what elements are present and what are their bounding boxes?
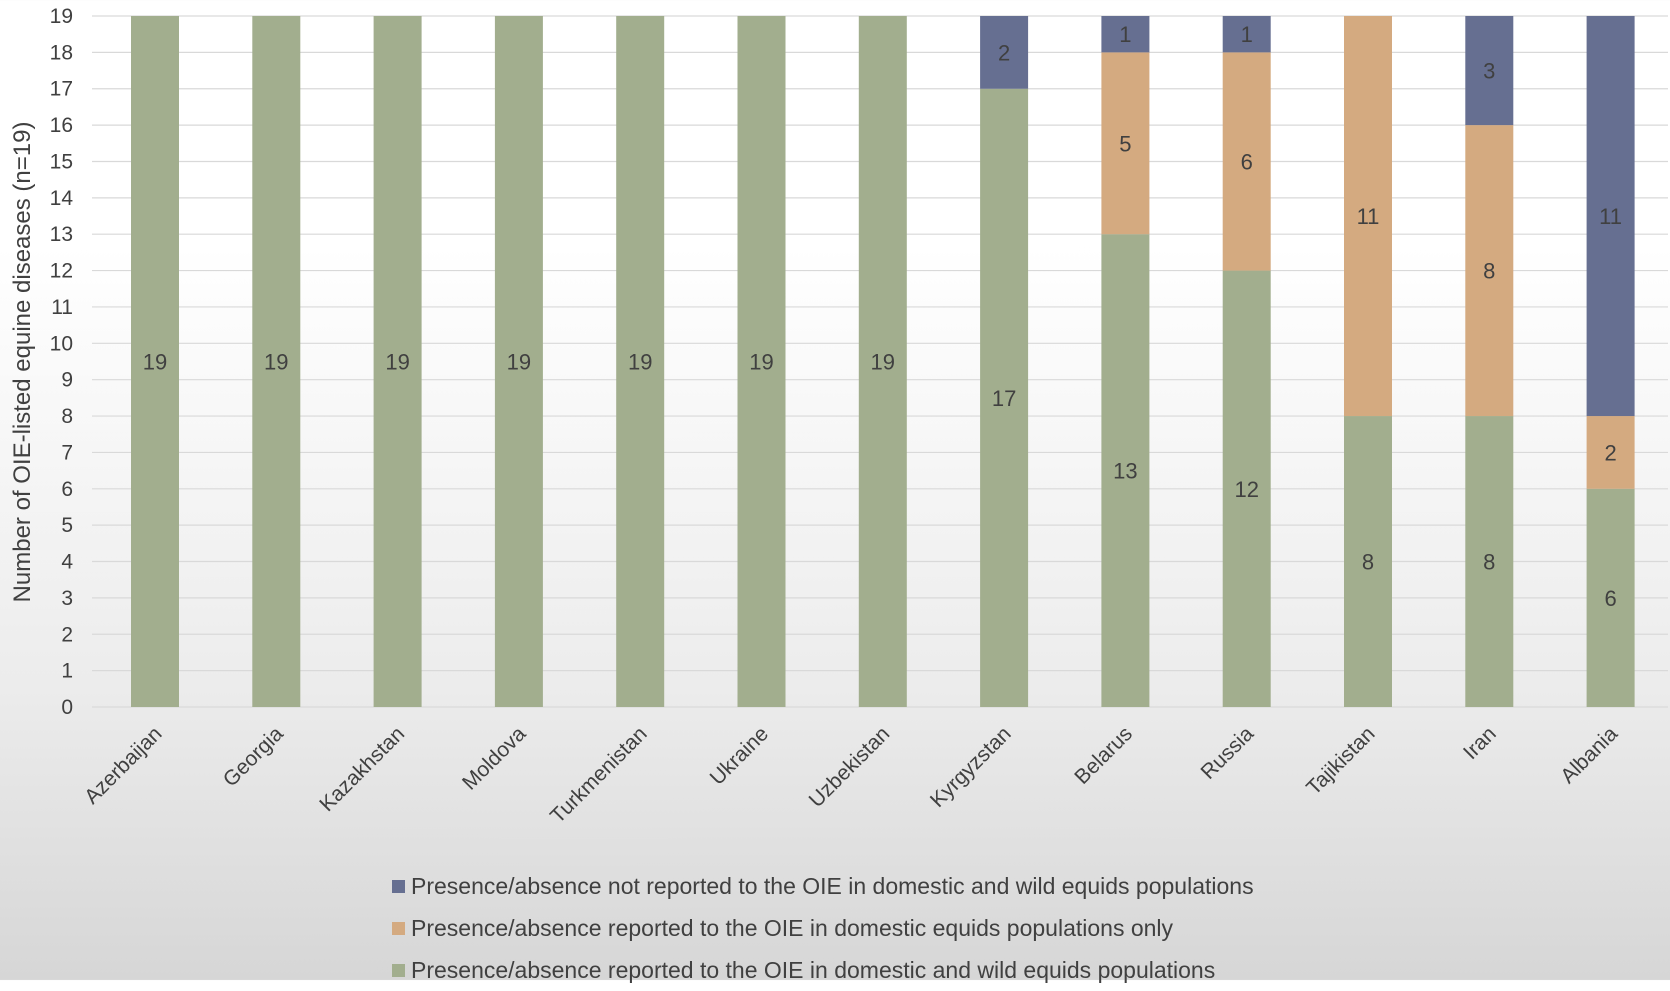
legend-item: Presence/absence reported to the OIE in … [392,907,1254,949]
y-tick-label: 15 [50,150,73,173]
data-label: 3 [1483,59,1495,84]
y-tick-label: 0 [61,696,73,719]
data-label: 1 [1119,22,1131,47]
x-axis-ticks: Azerbaijan Georgia Kazakhstan Moldova Turkme… [80,722,1622,828]
legend-label: Presence/absence not reported to the OIE… [411,872,1254,899]
x-tick-label: Tajikistan [1302,722,1379,799]
bar-segment [1586,16,1635,417]
bar-segment [252,16,301,707]
data-label: 12 [1234,477,1258,502]
data-label: 5 [1119,131,1131,156]
data-label: 19 [507,350,531,375]
data-label: 2 [998,40,1010,65]
data-label: 8 [1483,550,1495,575]
legend-label: Presence/absence reported to the OIE in … [411,914,1174,941]
y-tick-label: 19 [50,5,73,28]
y-tick-label: 1 [61,660,73,683]
legend-label: Presence/absence reported to the OIE in … [411,956,1216,983]
bar-segment [1222,52,1271,271]
legend-item: Presence/absence not reported to the OIE… [392,865,1254,907]
bar-segment [131,16,179,707]
y-axis-label: Number of OIE-listed equine diseases (n=… [9,122,36,603]
x-tick-label: Uzbekistan [805,722,895,812]
bar-segment [1101,52,1150,235]
legend-swatch [392,921,405,935]
y-tick-label: 10 [50,332,73,355]
bar-segment [1101,234,1150,708]
y-tick-label: 3 [61,587,73,610]
bar-segment [1586,488,1635,707]
x-tick-label: Kyrgyzstan [926,722,1016,812]
data-label: 19 [871,350,895,375]
bar-segment [1586,416,1635,489]
y-tick-label: 13 [50,223,73,246]
data-label: 19 [749,350,773,375]
data-labels: 19 19 19 19 19 19 19 17 2 13 5 1 12 6 1 8 11 8 8 3 6 2 11 [143,22,1622,611]
data-label: 2 [1604,440,1616,465]
x-tick-label: Albania [1556,722,1622,788]
x-tick-label: Moldova [458,722,531,795]
x-tick-label: Russia [1197,722,1259,784]
y-tick-label: 5 [61,514,73,537]
data-label: 19 [385,350,409,375]
y-tick-label: 4 [61,551,73,574]
x-tick-label: Azerbaijan [80,722,166,808]
x-tick-label: Iran [1459,722,1501,764]
bar-segment [980,16,1029,89]
data-label: 1 [1241,22,1253,47]
bar-segment [980,88,1029,708]
y-tick-label: 12 [50,260,73,283]
data-label: 6 [1241,149,1253,174]
legend: Presence/absence not reported to the OIE… [392,865,1254,991]
data-label: 6 [1604,586,1616,611]
data-label: 19 [143,350,167,375]
data-label: 11 [1357,204,1380,229]
data-label: 19 [628,350,652,375]
bar-segment [1222,16,1271,53]
data-label: 13 [1113,459,1137,484]
bar-segment [616,16,665,707]
x-tick-label: Kazakhstan [315,722,409,816]
legend-swatch [392,879,405,893]
bar-segment [1344,416,1392,707]
data-label: 8 [1483,259,1495,284]
y-tick-label: 11 [51,296,73,319]
bar-segment [1465,416,1514,707]
bar-segment [373,16,422,707]
legend-item: Presence/absence reported to the OIE in … [392,949,1254,991]
bar-segment [1465,125,1514,417]
data-label: 17 [992,386,1016,411]
bars [131,16,1635,708]
legend-swatch [392,963,405,977]
bar-segment [737,16,786,707]
data-label: 19 [264,350,288,375]
y-tick-label: 8 [61,405,73,428]
data-label: 8 [1362,550,1374,575]
y-tick-label: 14 [50,187,74,210]
x-tick-label: Georgia [219,722,288,791]
bar-segment [494,16,543,707]
y-tick-label: 7 [61,441,73,464]
bar-segment [1222,270,1271,707]
y-tick-label: 18 [50,41,73,64]
x-tick-label: Turkmenistan [546,722,652,828]
y-tick-label: 17 [50,78,73,101]
data-label: 11 [1599,204,1622,229]
y-tick-label: 2 [61,623,73,646]
bar-segment [1101,16,1150,53]
bar-segment [1344,16,1392,417]
x-tick-label: Belarus [1070,722,1137,789]
y-tick-label: 6 [61,478,73,501]
x-tick-label: Ukraine [706,722,773,789]
y-tick-label: 16 [50,114,73,137]
bar-segment [858,16,907,707]
bar-segment [1465,16,1514,126]
y-tick-label: 9 [61,369,73,392]
